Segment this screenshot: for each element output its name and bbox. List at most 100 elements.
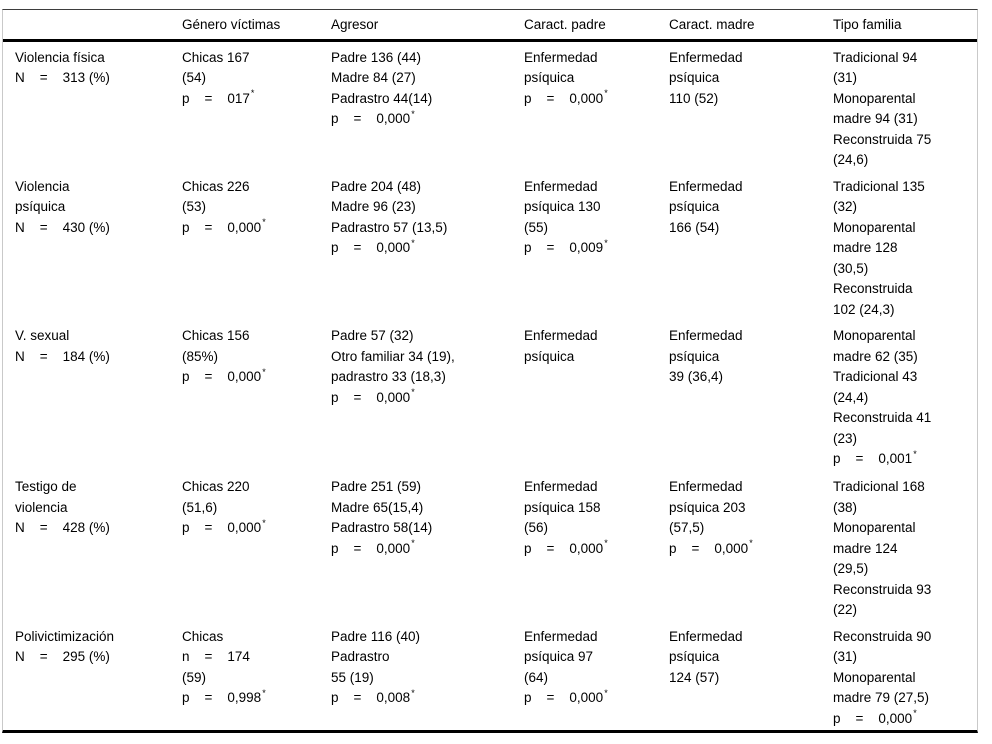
cell-line: (23) [833,429,973,450]
cell-text: N = 184 (%) [15,348,110,364]
p-value-text: p = 0,000 [182,520,262,535]
cell-text: Enfermedad [524,628,598,644]
cell-text: Padre 251 (59) [331,479,422,494]
cell-line: Enfermedad [524,177,653,198]
cell-line: (29,5) [833,559,973,580]
cell-text: madre 94 (31) [833,111,918,126]
cell-text: Enfermedad [524,49,598,65]
table-cell: Enfermedad psíquica p = 0,000* [512,40,657,171]
cell-line: Chicas 167 [182,48,315,69]
cell-text: 102 (24,3) [833,301,895,317]
data-table: Género víctimas Agresor Caract. padre Carac… [3,10,977,732]
significance-asterisk: * [604,538,608,548]
cell-line: 55 (19) [331,668,508,689]
p-value-text: p = 0,000 [182,219,262,235]
cell-text: madre 62 (35) [833,348,918,364]
cell-text: Reconstruida 75 [833,131,932,147]
cell-line: psíquica [524,68,653,89]
cell-line: madre 128 [833,238,973,259]
significance-asterisk: * [411,237,415,248]
cell-text: (53) [182,199,207,214]
cell-text: N = 295 (%) [15,649,110,664]
cell-text: psíquica 158 [524,499,601,515]
p-value-text: p = 0,000 [331,240,411,255]
cell-line: Enfermedad [524,48,653,69]
cell-text: madre 79 (27,5) [833,690,930,705]
significance-asterisk: * [749,538,753,548]
cell-text: padrastro 33 (18,3) [331,369,446,384]
cell-line: Madre 84 (27) [331,68,508,89]
cell-text: Chicas 226 [182,178,250,194]
cell-text: (31) [833,70,858,85]
cell-line: psíquica [524,347,653,368]
cell-line: Reconstruida [833,279,973,300]
table-cell: Tradicional 135 (32) Monoparental madre 128… [821,171,977,321]
cell-text: Padrastro [331,649,390,664]
cell-text: Otro familiar 34 (19), [331,348,455,364]
cell-line: p = 0,008* [331,688,508,709]
cell-line: psíquica [669,347,817,368]
cell-line: 102 (24,3) [833,300,973,321]
cell-line: p = 0,000* [331,109,508,130]
cell-text: (30,5) [833,260,869,276]
cell-text: (24,6) [833,152,869,167]
cell-line: Violencia física [15,48,166,69]
significance-asterisk: * [262,517,266,528]
cell-line: Enfermedad [669,477,817,498]
table-cell: Enfermedad psíquica 166 (54) [657,171,821,321]
cell-text: Enfermedad [669,479,743,494]
p-value-text: p = 0,998 [182,690,262,705]
table-cell: Enfermedad psíquica 158 (56) p = 0,000* [512,471,657,621]
significance-asterisk: * [250,88,255,98]
cell-line: (53) [182,197,315,218]
cell-line: Reconstruida 90 [833,627,973,648]
cell-line: Madre 65(15,4) [331,498,508,519]
cell-text: (29,5) [833,561,869,576]
cell-text: Chicas 220 [182,479,250,494]
cell-line: Padre 251 (59) [331,477,508,498]
cell-line: N = 428 (%) [15,518,166,539]
cell-line: Otro familiar 34 (19), [331,347,508,368]
cell-line: madre 94 (31) [833,109,973,130]
table-cell: Enfermedad psíquica 203 (57,5) p = 0,000* [657,471,821,621]
significance-asterisk: * [262,366,266,377]
cell-line: Monoparental [833,218,973,239]
significance-asterisk: * [604,237,608,248]
cell-line: p = 0,000* [331,539,508,560]
cell-line: (51,6) [182,498,315,519]
table-cell: Chicas 156 (85%) p = 0,000* [170,320,319,471]
table-cell: Chicas 220 (51,6) p = 0,000* [170,471,319,621]
cell-text: (51,6) [182,499,218,515]
cell-line: psíquica 130 [524,197,653,218]
cell-text: Chicas [182,628,224,644]
table-cell: Enfermedad psíquica [512,320,657,471]
cell-line: (31) [833,647,973,668]
cell-line: Monoparental [833,326,973,347]
table-cell: Enfermedad psíquica 124 (57) [657,621,821,732]
p-value-text: p = 0,000 [524,90,604,106]
cell-line: Tradicional 94 [833,48,973,69]
cell-text: Madre 65(15,4) [331,499,424,515]
significance-asterisk: * [913,708,917,718]
row-label-cell: Polivictimización N = 295 (%) [3,621,170,732]
cell-line: Chicas 220 [182,477,315,498]
cell-text: Reconstruida 90 [833,628,932,644]
cell-line: N = 295 (%) [15,647,166,668]
cell-line: p = 0,000* [524,539,653,560]
cell-line: Enfermedad [524,326,653,347]
table-row: Polivictimización N = 295 (%) Chicas n = 17… [3,621,977,732]
cell-text: N = 313 (%) [15,70,110,85]
p-value-text: p = 0,009 [524,240,604,255]
cell-line: Padrastro 44(14) [331,89,508,110]
cell-text: (64) [524,669,549,685]
cell-text: (24,4) [833,389,869,405]
cell-text: Monoparental [833,90,916,106]
cell-line: (38) [833,498,973,519]
cell-line: (24,4) [833,388,973,409]
cell-text: (59) [182,669,207,685]
table-cell: Enfermedad psíquica 110 (52) [657,40,821,171]
cell-text: (31) [833,649,858,664]
cell-line: Padre 136 (44) [331,48,508,69]
cell-text: Reconstruida 41 [833,410,932,425]
cell-text: Padre 57 (32) [331,328,414,343]
